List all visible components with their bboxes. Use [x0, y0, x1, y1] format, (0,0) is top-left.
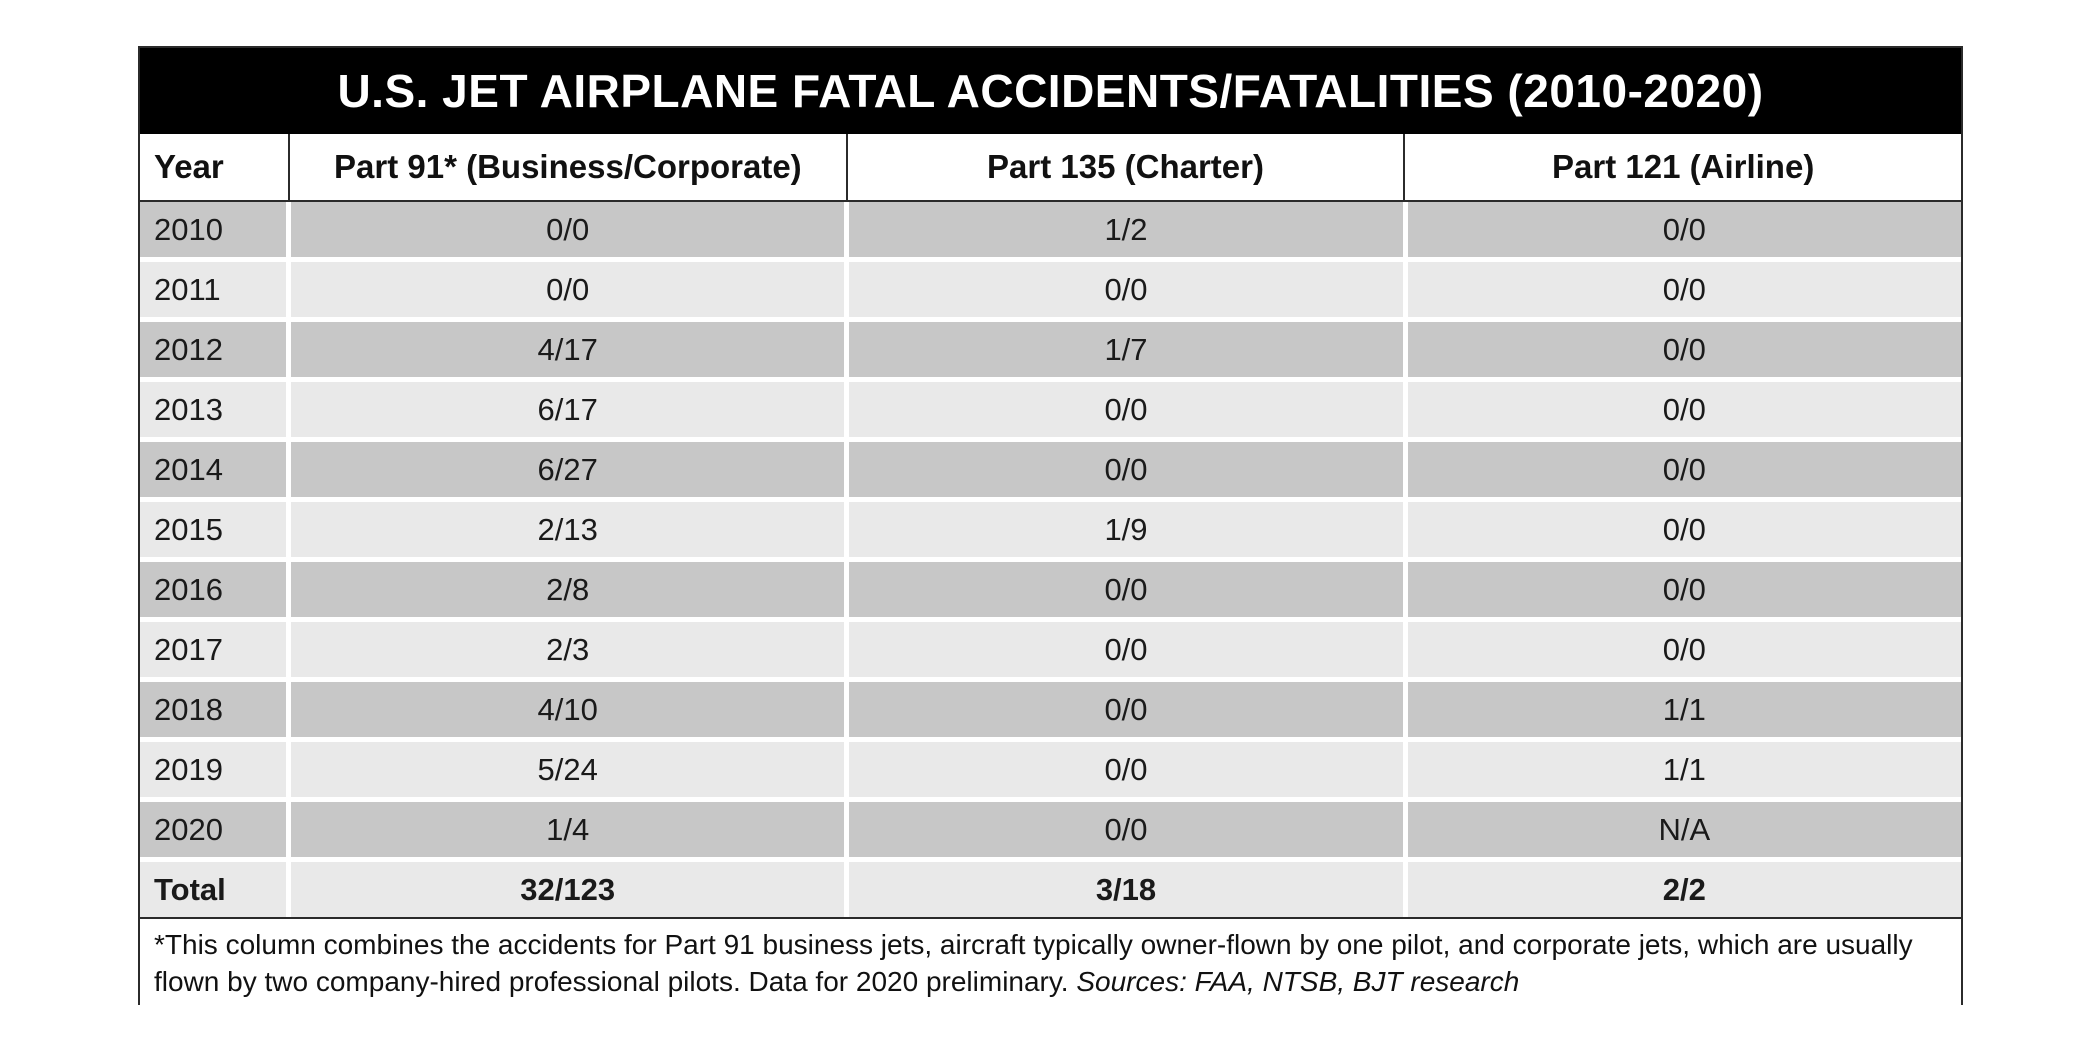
footnote-sources: Sources: FAA, NTSB, BJT research — [1076, 965, 1520, 997]
value-cell: 0/0 — [1407, 442, 1961, 497]
table-title: U.S. JET AIRPLANE FATAL ACCIDENTS/FATALI… — [337, 65, 1764, 117]
value-cell: 2/3 — [291, 622, 845, 677]
value-cell: 0/0 — [849, 442, 1403, 497]
value-cell: 1/1 — [1407, 682, 1961, 737]
column-header-year: Year — [140, 134, 290, 200]
value-cell: N/A — [1407, 802, 1961, 857]
value-cell: 2/8 — [291, 562, 845, 617]
value-cell: 0/0 — [849, 562, 1403, 617]
table-row: 2017 2/3 0/0 0/0 — [140, 622, 1961, 677]
table-row: 2012 4/17 1/7 0/0 — [140, 322, 1961, 377]
table-row: 2015 2/13 1/9 0/0 — [140, 502, 1961, 557]
column-header-part91: Part 91* (Business/Corporate) — [290, 134, 848, 200]
table-row: 2018 4/10 0/0 1/1 — [140, 682, 1961, 737]
year-cell: 2019 — [140, 742, 286, 797]
year-cell: 2020 — [140, 802, 286, 857]
value-cell: 2/13 — [291, 502, 845, 557]
value-cell: 1/4 — [291, 802, 845, 857]
value-cell: 0/0 — [1407, 322, 1961, 377]
table-row: 2013 6/17 0/0 0/0 — [140, 382, 1961, 437]
value-cell: 0/0 — [849, 622, 1403, 677]
value-cell: 0/0 — [849, 682, 1403, 737]
year-cell: 2016 — [140, 562, 286, 617]
year-cell: 2018 — [140, 682, 286, 737]
total-row: Total 32/123 3/18 2/2 — [140, 862, 1961, 917]
value-cell: 0/0 — [1407, 262, 1961, 317]
table-title-banner: U.S. JET AIRPLANE FATAL ACCIDENTS/FATALI… — [140, 48, 1961, 134]
value-cell: 0/0 — [1407, 562, 1961, 617]
value-cell: 5/24 — [291, 742, 845, 797]
year-cell: 2017 — [140, 622, 286, 677]
total-label-cell: Total — [140, 862, 286, 917]
value-cell: 0/0 — [849, 262, 1403, 317]
footnote: *This column combines the accidents for … — [140, 917, 1961, 1007]
value-cell: 0/0 — [1407, 622, 1961, 677]
value-cell: 0/0 — [849, 742, 1403, 797]
table-row: 2020 1/4 0/0 N/A — [140, 802, 1961, 857]
value-cell: 0/0 — [291, 262, 845, 317]
year-cell: 2013 — [140, 382, 286, 437]
table-row: 2014 6/27 0/0 0/0 — [140, 442, 1961, 497]
year-cell: 2012 — [140, 322, 286, 377]
total-part135-cell: 3/18 — [849, 862, 1403, 917]
year-cell: 2010 — [140, 202, 286, 257]
value-cell: 0/0 — [1407, 502, 1961, 557]
value-cell: 1/7 — [849, 322, 1403, 377]
year-cell: 2015 — [140, 502, 286, 557]
year-cell: 2014 — [140, 442, 286, 497]
value-cell: 1/2 — [849, 202, 1403, 257]
value-cell: 1/9 — [849, 502, 1403, 557]
total-part91-cell: 32/123 — [291, 862, 845, 917]
table-row: 2016 2/8 0/0 0/0 — [140, 562, 1961, 617]
year-cell: 2011 — [140, 262, 286, 317]
value-cell: 1/1 — [1407, 742, 1961, 797]
table-header-row: Year Part 91* (Business/Corporate) Part … — [140, 134, 1961, 202]
value-cell: 6/27 — [291, 442, 845, 497]
table-row: 2011 0/0 0/0 0/0 — [140, 262, 1961, 317]
value-cell: 6/17 — [291, 382, 845, 437]
total-part121-cell: 2/2 — [1407, 862, 1961, 917]
table-row: 2019 5/24 0/0 1/1 — [140, 742, 1961, 797]
accidents-fatalities-table: U.S. JET AIRPLANE FATAL ACCIDENTS/FATALI… — [138, 46, 1963, 1007]
column-header-part135: Part 135 (Charter) — [848, 134, 1406, 200]
value-cell: 4/10 — [291, 682, 845, 737]
value-cell: 0/0 — [1407, 202, 1961, 257]
value-cell: 0/0 — [291, 202, 845, 257]
value-cell: 0/0 — [849, 382, 1403, 437]
footnote-text: *This column combines the accidents for … — [154, 929, 1913, 997]
table-row: 2010 0/0 1/2 0/0 — [140, 202, 1961, 257]
value-cell: 4/17 — [291, 322, 845, 377]
value-cell: 0/0 — [849, 802, 1403, 857]
rows-container: 2010 0/0 1/2 0/0 2011 0/0 0/0 0/0 2012 4/17 1/7 0/0… — [140, 202, 1961, 917]
column-header-part121: Part 121 (Airline) — [1552, 148, 1815, 185]
value-cell: 0/0 — [1407, 382, 1961, 437]
